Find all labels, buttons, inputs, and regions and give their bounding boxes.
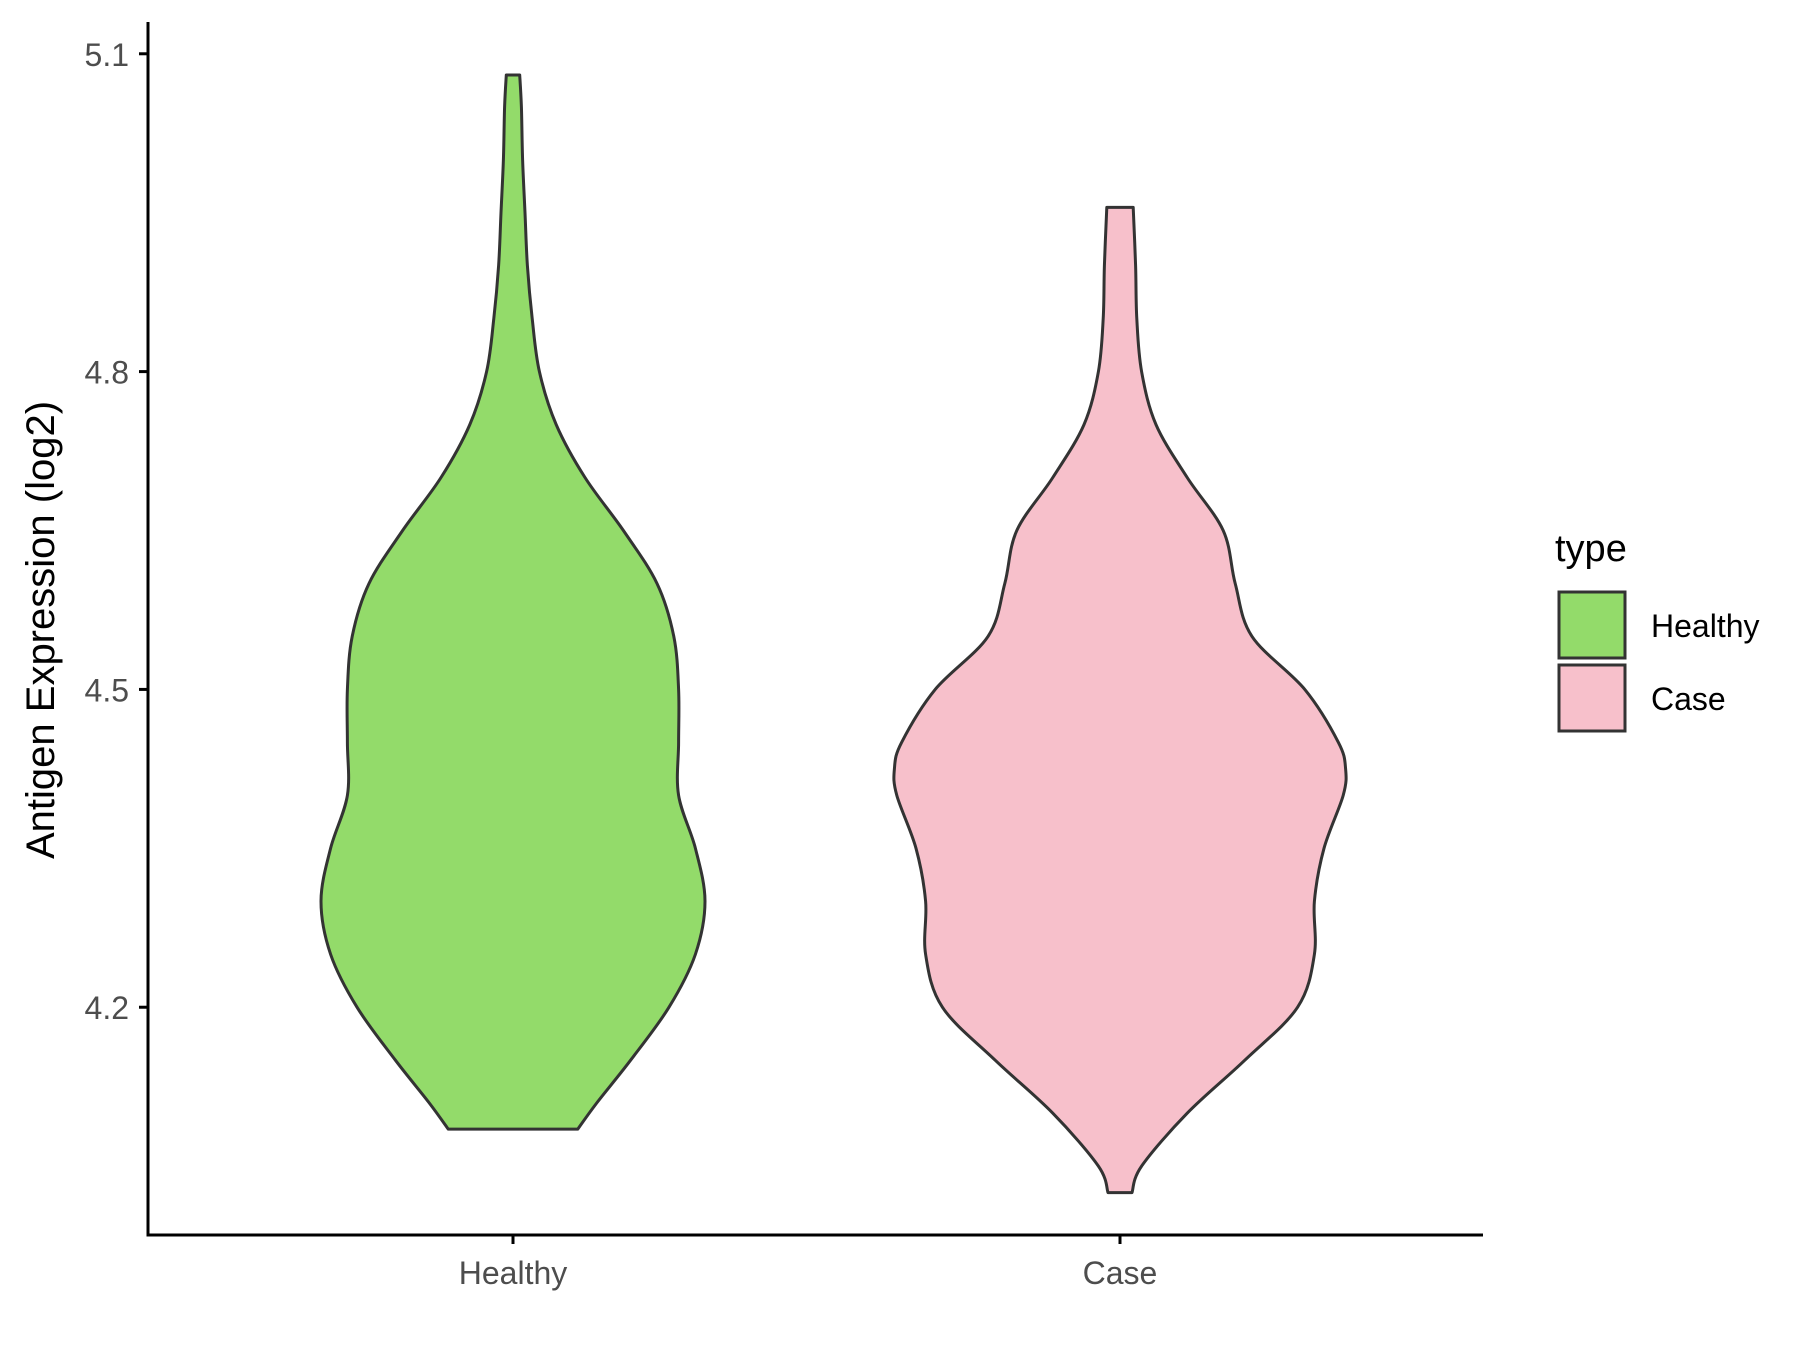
legend-title: type [1555, 528, 1627, 570]
y-tick-label: 4.8 [85, 355, 129, 391]
violins-layer [319, 73, 1348, 1195]
y-tick-label: 5.1 [85, 37, 129, 73]
legend-label-case: Case [1651, 681, 1726, 717]
violin-case [892, 205, 1348, 1195]
x-ticks-layer: Healthy Case [459, 1235, 1158, 1291]
legend-items: Healthy Case [1557, 590, 1760, 733]
y-tick-label: 4.5 [85, 672, 129, 708]
axes-layer [146, 22, 1483, 1237]
x-tick-label: Case [1083, 1255, 1158, 1291]
x-tick-label: Healthy [459, 1255, 568, 1291]
legend: type Healthy Case [1555, 528, 1760, 733]
legend-label-healthy: Healthy [1651, 608, 1760, 644]
y-ticks-layer: 4.2 4.5 4.8 5.1 [85, 37, 148, 1026]
y-tick-label: 4.2 [85, 990, 129, 1026]
violin-healthy [319, 73, 707, 1131]
legend-swatch-case [1557, 663, 1627, 733]
legend-swatch-healthy [1557, 590, 1627, 660]
y-axis-label: Antigen Expression (log2) [19, 401, 63, 859]
